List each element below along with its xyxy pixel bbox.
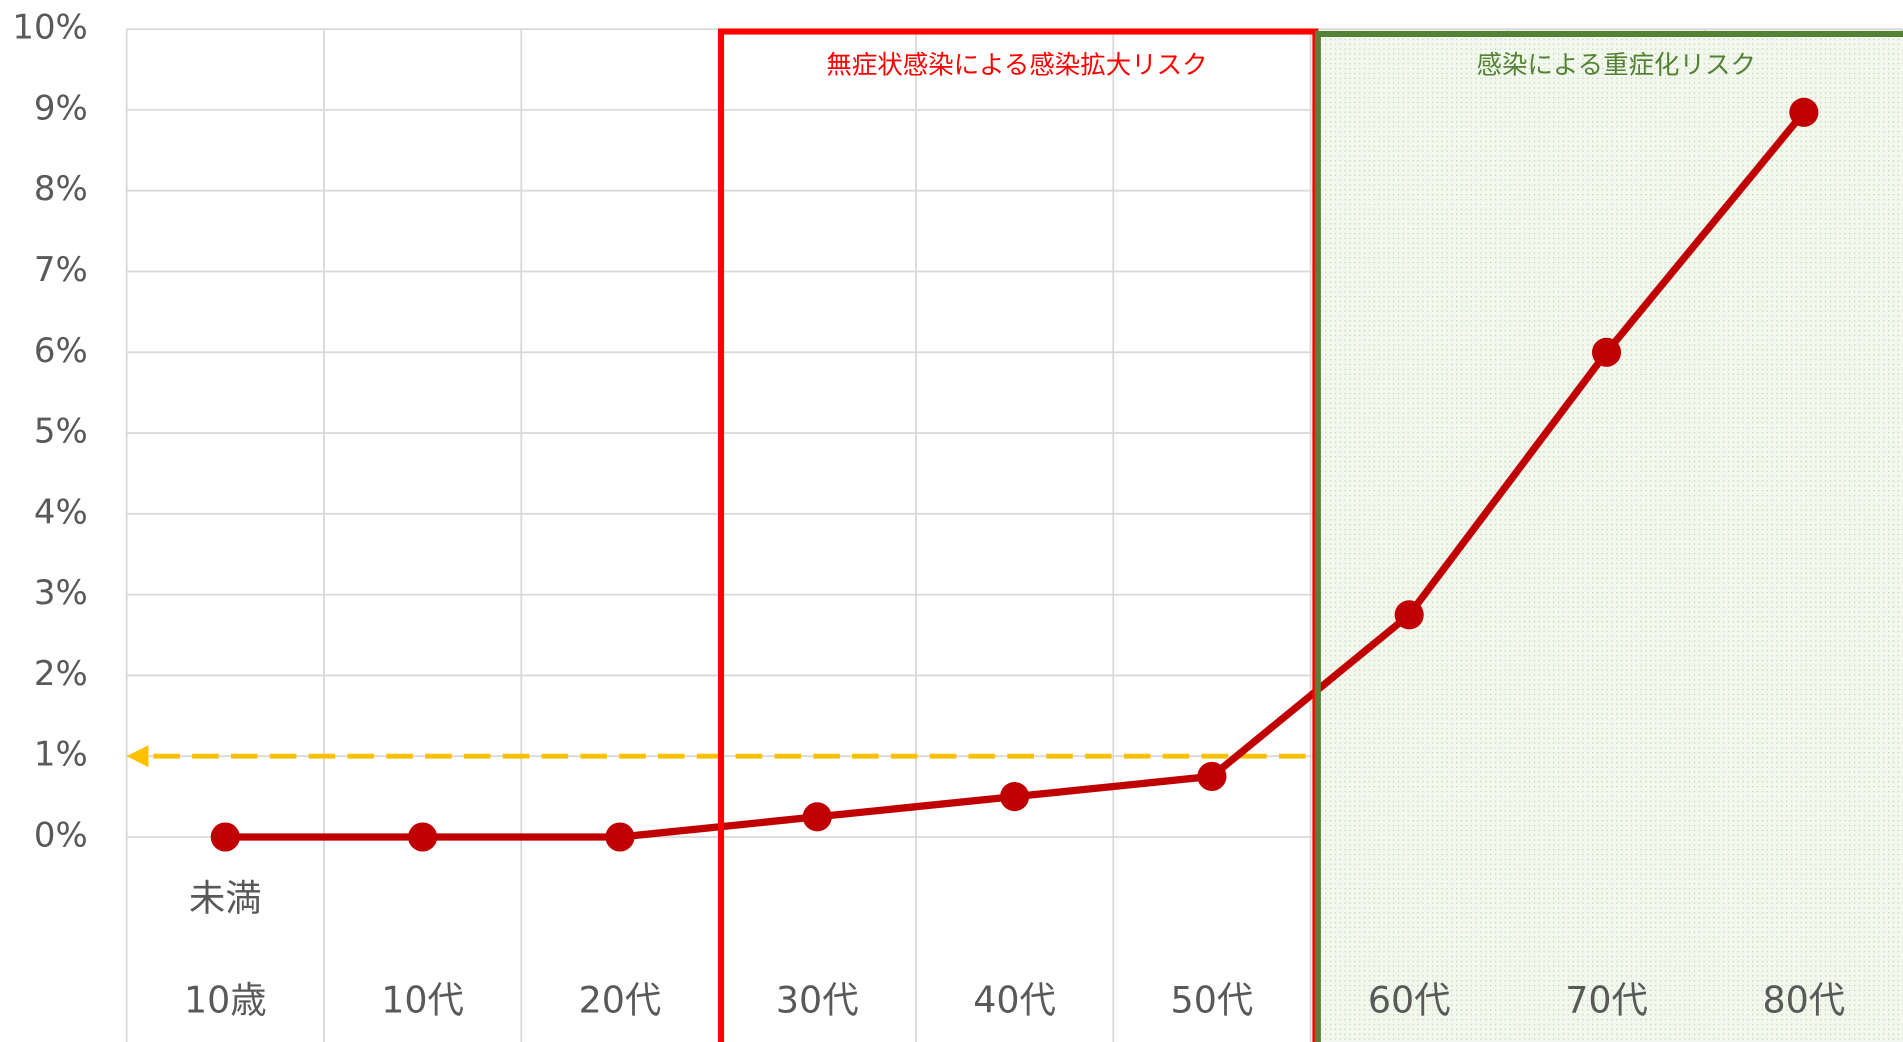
data-point xyxy=(1789,97,1819,127)
y-tick-label: 2% xyxy=(34,654,88,694)
data-point xyxy=(1394,600,1424,630)
x-tick-label: 80代 xyxy=(1763,978,1846,1021)
y-tick-label: 3% xyxy=(34,573,88,613)
x-tick-label: 30代 xyxy=(776,978,859,1021)
x-tick-label: 20代 xyxy=(579,978,662,1021)
data-point xyxy=(1591,337,1622,367)
y-tick-label: 0% xyxy=(34,815,88,855)
severe-risk-region xyxy=(1317,31,1903,1042)
y-tick-label: 6% xyxy=(34,331,88,371)
reference-arrow xyxy=(126,745,149,768)
data-point xyxy=(408,822,438,852)
grid xyxy=(125,28,1903,1042)
data-point xyxy=(1000,782,1030,812)
x-tick-label: 50代 xyxy=(1171,978,1254,1021)
data-point xyxy=(605,822,635,852)
y-tick-label: 9% xyxy=(34,88,88,128)
data-point xyxy=(210,822,240,852)
x-tick-label: 40代 xyxy=(973,978,1056,1021)
severe-risk-region-border xyxy=(1314,30,1903,1042)
data-point xyxy=(802,802,832,832)
x-tick-label: 10代 xyxy=(381,978,464,1021)
y-tick-label: 1% xyxy=(34,735,88,775)
y-tick-label: 4% xyxy=(34,492,88,532)
marks xyxy=(126,97,1819,852)
region-label: 無症状感染による感染拡大リスク xyxy=(826,51,1207,81)
data-point xyxy=(1197,761,1227,791)
x-tick-label: 70代 xyxy=(1565,978,1648,1021)
x-tick-label: 60代 xyxy=(1368,978,1451,1021)
x-tick-label: 10歳 xyxy=(184,978,267,1021)
y-tick-label: 10% xyxy=(12,8,87,48)
region-label: 感染による重症化リスク xyxy=(1477,51,1756,81)
x-tick-sublabel: 未満 xyxy=(189,877,262,920)
y-tick-label: 5% xyxy=(34,412,88,452)
y-tick-label: 7% xyxy=(34,250,88,290)
y-tick-label: 8% xyxy=(34,169,88,209)
spread-risk-region-border xyxy=(717,28,1319,1042)
